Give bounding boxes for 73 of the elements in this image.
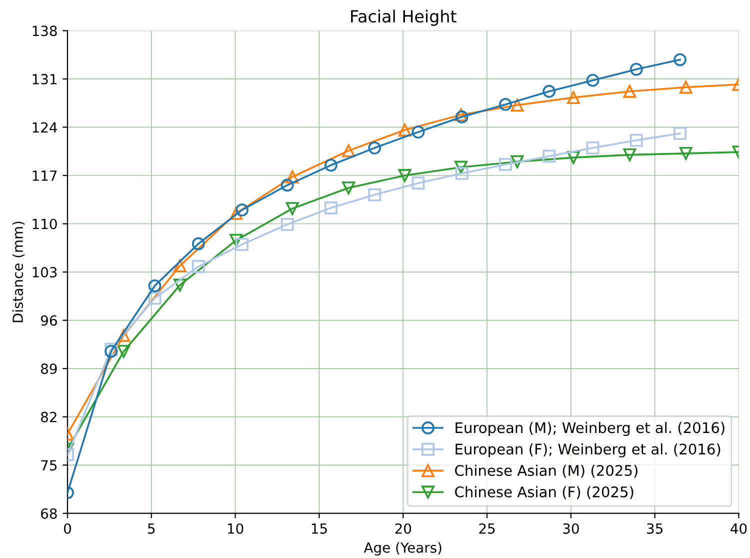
point (674, 126, 686, 140)
point (674, 53, 686, 66)
point (286, 170, 299, 184)
x-tick-label: 30 (563, 523, 579, 534)
legend-label: European (M); Weinberg et al. (2016) (456, 422, 724, 436)
point (173, 278, 186, 292)
x-tick-label: 35 (647, 523, 662, 534)
point (148, 292, 162, 305)
point (342, 181, 356, 194)
point (398, 124, 412, 136)
x-tick-label: 5 (148, 524, 155, 534)
point (586, 74, 600, 87)
y-tick-label: 117 (32, 170, 57, 181)
x-tick-label: 0 (64, 523, 71, 534)
point (324, 201, 338, 214)
point (280, 178, 294, 192)
x-tick-label: 15 (312, 524, 327, 534)
point (280, 218, 294, 231)
y-tick-label: 96 (40, 315, 57, 326)
point (455, 166, 468, 180)
point (117, 344, 130, 358)
point (630, 134, 643, 147)
y-tick-label: 68 (41, 508, 57, 519)
point (412, 126, 425, 139)
point (192, 237, 205, 250)
point (499, 98, 512, 111)
point (230, 206, 243, 220)
point (679, 80, 692, 94)
y-axis-title: Distance (mm) (12, 222, 25, 322)
x-axis-title: Age (Years) (364, 542, 442, 556)
point (586, 141, 600, 154)
legend-label: Chinese Asian (F) (2025) (455, 486, 634, 500)
point (236, 238, 248, 251)
point (236, 204, 248, 216)
point (454, 160, 468, 174)
y-tick-label: 89 (41, 364, 57, 374)
y-tick-label: 110 (32, 218, 57, 230)
y-tick-label: 124 (32, 122, 57, 132)
y-tick-label: 75 (41, 460, 57, 471)
legend-label: European (F); Weinberg et al. (2016) (456, 443, 720, 458)
point (324, 158, 338, 172)
point (499, 158, 512, 171)
y-tick-label: 103 (32, 266, 57, 278)
x-tick-label: 40 (730, 523, 747, 534)
point (342, 144, 356, 158)
point (542, 150, 556, 163)
point (148, 279, 162, 292)
point (368, 188, 382, 202)
point (192, 260, 205, 273)
point (412, 176, 425, 190)
point (368, 141, 382, 154)
legend-label: Chinese Asian (M) (2025) (455, 464, 638, 478)
point (230, 234, 243, 247)
point (623, 84, 636, 98)
x-tick-label: 10 (228, 523, 244, 534)
x-tick-label: 20 (395, 523, 412, 534)
point (510, 155, 524, 168)
y-tick-label: 138 (32, 26, 57, 36)
point (566, 91, 580, 104)
point (286, 202, 299, 216)
chart-title: Facial Height (351, 10, 456, 26)
point (566, 151, 580, 164)
point (630, 62, 643, 76)
point (623, 148, 636, 162)
point (398, 169, 412, 182)
point (510, 98, 524, 112)
point (117, 329, 130, 342)
point (542, 84, 556, 98)
y-tick-label: 82 (41, 412, 56, 422)
x-tick-label: 25 (479, 523, 495, 534)
point (679, 146, 692, 160)
point (173, 259, 186, 272)
y-tick-label: 131 (32, 74, 56, 84)
